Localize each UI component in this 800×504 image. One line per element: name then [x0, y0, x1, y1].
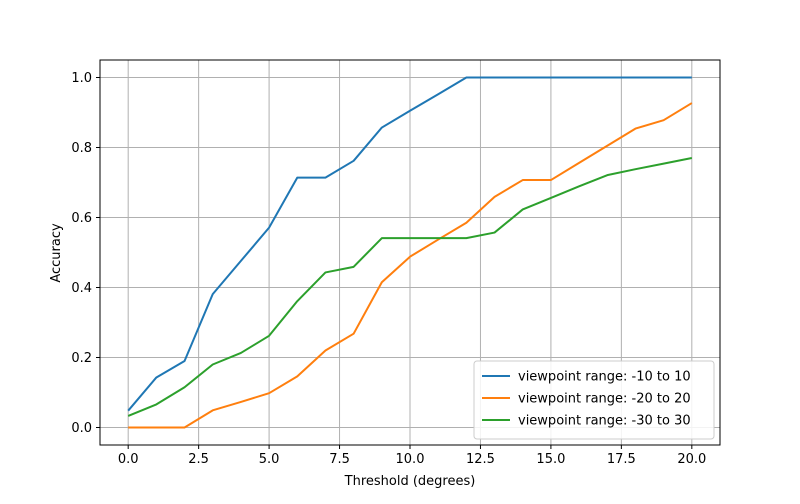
x-tick-label: 7.5	[329, 452, 350, 467]
series-line-1	[127, 76, 692, 412]
x-axis-ticks: 0.0 2.5 5.0 7.5 10.0 12.5 15.0 17.5 20.0	[118, 445, 706, 467]
legend: viewpoint range: -10 to 10 viewpoint rang…	[473, 360, 715, 440]
x-tick-label: 10.0	[396, 452, 425, 467]
series-line-2	[128, 102, 693, 429]
x-tick-label: 0.0	[118, 452, 139, 467]
x-tick-label: 15.0	[536, 452, 565, 467]
x-tick-label: 20.0	[677, 452, 706, 467]
x-tick-label: 12.5	[466, 452, 495, 467]
y-tick-label: 0.2	[71, 351, 92, 366]
series-lines	[127, 76, 693, 429]
y-tick-label: 0.4	[71, 281, 92, 296]
legend-label-1: viewpoint range: -10 to 10	[518, 370, 691, 385]
legend-box	[473, 360, 715, 440]
y-axis-ticks: 0.0 0.2 0.4 0.6 0.8 1.0	[71, 71, 100, 436]
series-line-3	[127, 157, 693, 417]
x-axis-label: Threshold (degrees)	[344, 474, 476, 489]
x-tick-label: 2.5	[188, 452, 209, 467]
y-tick-label: 0.8	[71, 141, 92, 156]
legend-label-2: viewpoint range: -20 to 20	[518, 392, 691, 407]
x-tick-label: 5.0	[259, 452, 280, 467]
legend-label-3: viewpoint range: -30 to 30	[518, 414, 691, 429]
y-axis-label: Accuracy	[49, 223, 64, 283]
y-tick-label: 0.0	[71, 421, 92, 436]
y-tick-label: 1.0	[71, 71, 92, 86]
x-tick-label: 17.5	[607, 452, 636, 467]
y-tick-label: 0.6	[71, 211, 92, 226]
grid-lines	[100, 60, 720, 445]
